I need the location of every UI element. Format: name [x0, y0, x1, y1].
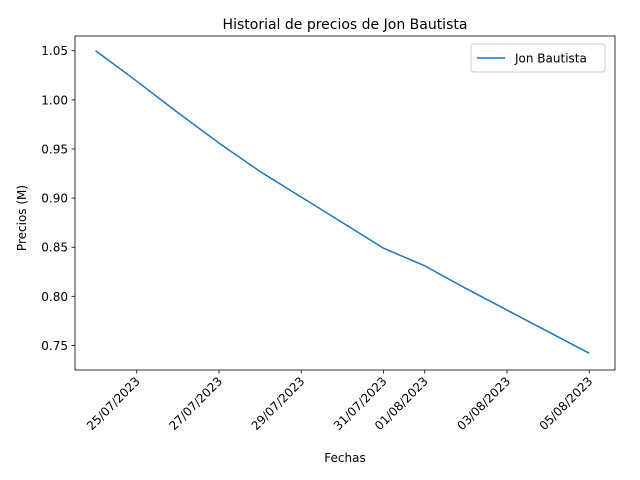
x-tick-label: 25/07/2023 [84, 374, 143, 433]
legend-box [470, 43, 606, 73]
legend-label: Jon Bautista [514, 52, 587, 66]
x-tick-label: 03/08/2023 [454, 374, 513, 433]
y-tick-label: 0.85 [41, 241, 68, 255]
x-tick-label: 29/07/2023 [249, 374, 308, 433]
x-tick-label: 27/07/2023 [166, 374, 225, 433]
y-tick-label: 0.90 [41, 192, 68, 206]
chart-title: Historial de precios de Jon Bautista [223, 17, 468, 33]
plot-frame [74, 35, 616, 371]
x-tick-label: 05/08/2023 [537, 374, 596, 433]
y-tick-label: 0.95 [41, 142, 68, 156]
plot-area: 0.75 0.80 0.85 0.90 0.95 1.00 1.05 25/07/2023 27… [41, 35, 616, 433]
y-tick-label: 0.75 [41, 339, 68, 353]
series-line-jon-bautista [95, 50, 590, 354]
x-axis-label: Fechas [324, 451, 365, 465]
y-tick-label: 1.00 [41, 93, 68, 107]
y-axis-label: Precios (M) [15, 185, 29, 251]
y-tick-label: 0.80 [41, 290, 68, 304]
y-tick-label: 1.05 [41, 44, 68, 58]
